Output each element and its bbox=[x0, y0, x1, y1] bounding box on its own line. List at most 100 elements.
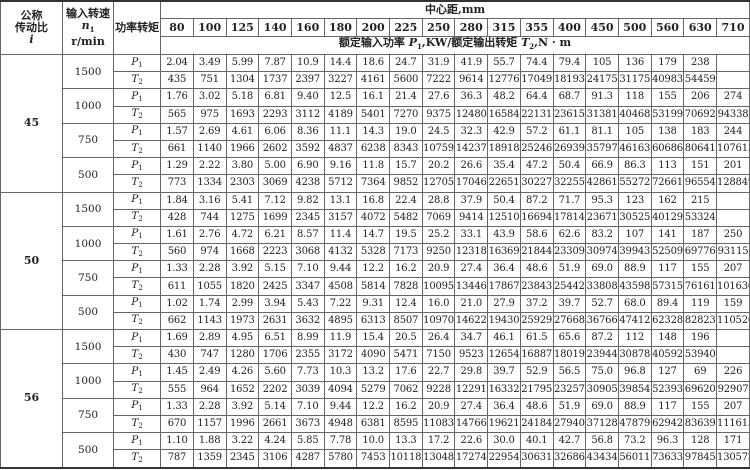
power-value-cell: 89.4 bbox=[650, 294, 685, 313]
torque-value-cell: 26939 bbox=[552, 139, 587, 159]
torque-value-cell: 4238 bbox=[290, 174, 325, 193]
power-value-cell: 148 bbox=[650, 328, 685, 348]
torque-value-cell: 964 bbox=[192, 380, 227, 399]
torque-value-cell: 80641 bbox=[683, 139, 718, 159]
power-value-cell: 81.1 bbox=[585, 122, 619, 141]
table-row: 750 P1 1.33 2.28 3.92 5.14 7.10 9.44 12.2 16.2 20.… bbox=[1, 397, 750, 434]
center-distance-125: 125 bbox=[225, 18, 260, 37]
torque-value-cell: 53199 bbox=[650, 105, 685, 124]
torque-value-cell: 69776 bbox=[683, 243, 718, 262]
torque-value-cell bbox=[716, 208, 750, 227]
power-value-cell bbox=[716, 53, 750, 73]
torque-value-cell: 747 bbox=[192, 346, 227, 365]
power-value-cell: 25.2 bbox=[421, 225, 456, 245]
torque-value-cell: 62942 bbox=[650, 414, 685, 434]
power-value-cell: 2.28 bbox=[192, 260, 227, 279]
power-value-cell: 55.7 bbox=[487, 53, 521, 73]
power-value-cell: 3.80 bbox=[225, 157, 260, 176]
power-value-cell: 2.04 bbox=[160, 53, 194, 73]
power-value-cell: 14.7 bbox=[356, 225, 391, 245]
torque-value-cell: 1055 bbox=[192, 277, 227, 296]
center-distance-355: 355 bbox=[519, 18, 554, 37]
torque-value-cell: 7069 bbox=[421, 208, 456, 227]
power-value-cell: 83.2 bbox=[585, 225, 619, 245]
torque-value-cell: 14237 bbox=[454, 139, 489, 159]
power-value-cell: 29.8 bbox=[454, 363, 489, 382]
torque-value-cell: 12705 bbox=[421, 174, 456, 193]
center-distance-450: 450 bbox=[585, 18, 619, 37]
center-distance-160: 160 bbox=[290, 18, 325, 37]
output-torque-label: T2 bbox=[113, 346, 162, 365]
power-value-cell: 5.15 bbox=[258, 260, 292, 279]
torque-value-cell: 17274 bbox=[454, 449, 489, 468]
power-value-cell: 3.22 bbox=[225, 432, 260, 451]
torque-value-cell: 12654 bbox=[487, 346, 521, 365]
power-value-cell: 141 bbox=[650, 225, 685, 245]
torque-value-cell: 661 bbox=[160, 139, 194, 159]
torque-value-cell: 2293 bbox=[258, 105, 292, 124]
torque-value-cell: 1157 bbox=[192, 414, 227, 434]
power-value-cell: 19.5 bbox=[389, 225, 423, 245]
torque-value-cell: 23843 bbox=[519, 277, 554, 296]
center-distance-200: 200 bbox=[356, 18, 391, 37]
table-row: T2 430 747 1280 1706 2355 3172 4090 5471 7150 9523… bbox=[1, 346, 750, 365]
power-value-cell: 1.88 bbox=[192, 432, 227, 451]
power-value-cell: 96.3 bbox=[650, 432, 685, 451]
power-value-cell: 24.5 bbox=[421, 122, 456, 141]
torque-value-cell: 1140 bbox=[192, 139, 227, 159]
power-value-cell: 207 bbox=[716, 397, 750, 416]
power-value-cell: 17.6 bbox=[389, 363, 423, 382]
power-value-cell: 68.7 bbox=[552, 88, 587, 107]
power-value-cell: 6.21 bbox=[258, 225, 292, 245]
torque-value-cell: 18193 bbox=[552, 71, 587, 90]
power-value-cell: 127 bbox=[650, 363, 685, 382]
power-value-cell: 8.36 bbox=[290, 122, 325, 141]
power-value-cell: 2.89 bbox=[192, 328, 227, 348]
power-value-cell: 34.7 bbox=[454, 328, 489, 348]
power-value-cell: 6.90 bbox=[290, 157, 325, 176]
torque-value-cell: 5471 bbox=[389, 346, 423, 365]
power-value-cell: 138 bbox=[650, 122, 685, 141]
input-power-label: P1 bbox=[113, 122, 162, 141]
output-torque-label: T2 bbox=[113, 380, 162, 399]
power-value-cell: 6.51 bbox=[258, 328, 292, 348]
power-value-cell: 73.2 bbox=[617, 432, 652, 451]
torque-value-cell: 9852 bbox=[389, 174, 423, 193]
power-value-cell: 7.78 bbox=[323, 432, 358, 451]
power-value-cell: 1.74 bbox=[192, 294, 227, 313]
torque-value-cell: 1820 bbox=[225, 277, 260, 296]
power-value-cell: 69.0 bbox=[585, 397, 619, 416]
torque-value-cell: 43598 bbox=[617, 277, 652, 296]
power-value-cell: 3.94 bbox=[258, 294, 292, 313]
torque-value-cell: 1693 bbox=[225, 105, 260, 124]
power-value-cell: 113 bbox=[650, 157, 685, 176]
input-power-label: P1 bbox=[113, 294, 162, 313]
torque-value-cell: 4072 bbox=[356, 208, 391, 227]
power-value-cell: 11.8 bbox=[356, 157, 391, 176]
table-row: T2 662 1143 1973 2631 3632 4895 6313 8507 10970 14… bbox=[1, 311, 750, 331]
power-value-cell: 48.6 bbox=[519, 260, 554, 279]
power-value-cell: 13.1 bbox=[323, 191, 358, 210]
power-value-cell: 57.2 bbox=[519, 122, 554, 141]
power-value-cell: 11.9 bbox=[323, 328, 358, 348]
torque-value-cell: 3069 bbox=[258, 174, 292, 193]
torque-value-cell: 7364 bbox=[356, 174, 391, 193]
power-value-cell: 35.4 bbox=[487, 157, 521, 176]
torque-value-cell: 12776 bbox=[487, 71, 521, 90]
torque-value-cell: 92907 bbox=[716, 380, 750, 399]
torque-value-cell: 3106 bbox=[258, 449, 292, 468]
torque-value-cell: 8507 bbox=[389, 311, 423, 331]
torque-value-cell: 33808 bbox=[585, 277, 619, 296]
power-value-cell: 5.14 bbox=[258, 397, 292, 416]
power-value-cell: 14.3 bbox=[356, 122, 391, 141]
table-row: 1000 P1 1.76 3.02 5.18 6.81 9.40 12.5 16.1 21.4 27… bbox=[1, 88, 750, 124]
output-torque-label: T2 bbox=[113, 311, 162, 331]
ratio-header-line: 传动比 bbox=[15, 21, 49, 34]
torque-value-cell: 773 bbox=[160, 174, 194, 193]
power-value-cell: 65.6 bbox=[552, 328, 587, 348]
power-value-cell: 20.5 bbox=[389, 328, 423, 348]
power-value-cell: 20.2 bbox=[421, 157, 456, 176]
torque-value-cell: 2223 bbox=[258, 243, 292, 262]
table-row: 56 1500 P1 1.69 2.89 4.95 6.51 8.99 11.9 15.4 20.5… bbox=[0, 328, 750, 468]
